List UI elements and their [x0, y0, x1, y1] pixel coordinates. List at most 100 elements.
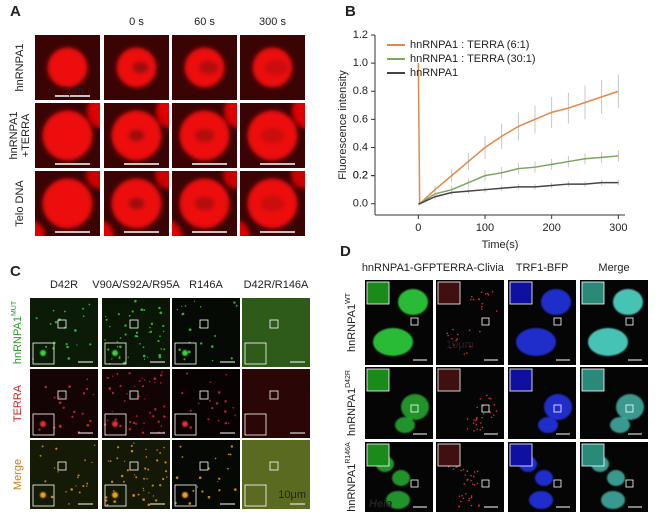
- inset-dot: [182, 492, 188, 498]
- inset: [174, 484, 197, 507]
- speckle: [143, 489, 145, 492]
- nucleus: [616, 394, 644, 420]
- column-header: R146A: [189, 279, 223, 291]
- micrograph: [242, 298, 310, 367]
- speckle: [162, 324, 165, 328]
- speckle: [68, 503, 70, 505]
- speckle: [141, 377, 143, 379]
- speckle: [224, 400, 227, 403]
- speckle: [86, 387, 89, 391]
- speckle: [147, 356, 149, 358]
- micrograph: [30, 440, 98, 509]
- column-header: Merge: [598, 262, 629, 274]
- y-tick-label: 0.6: [353, 113, 368, 125]
- speckle: [104, 315, 107, 318]
- speckle: [63, 310, 66, 313]
- row-label: hnRNPA1MUT: [11, 300, 24, 364]
- column-header: D42R: [50, 279, 78, 291]
- speckle: [157, 420, 160, 423]
- telomere-dot: [472, 422, 475, 424]
- telomere-dot: [476, 482, 479, 485]
- y-tick-label: 0.8: [353, 85, 368, 97]
- telomere-dot: [481, 426, 484, 429]
- nucleus: [386, 491, 410, 509]
- droplet: [247, 103, 305, 161]
- column-header: V90A/S92A/R95A: [92, 279, 180, 291]
- telomere-dot: [470, 479, 472, 482]
- speckle: [183, 358, 186, 361]
- speckle: [128, 372, 131, 375]
- telomere-dot: [455, 466, 457, 469]
- telomere-dot: [463, 483, 466, 485]
- telomere-dot: [475, 424, 478, 426]
- speckle: [158, 353, 162, 357]
- speckle: [135, 415, 138, 418]
- speckle: [189, 409, 192, 412]
- telomere-dot: [468, 497, 471, 500]
- telomere-dot: [493, 414, 495, 417]
- telomere-dot: [473, 419, 475, 421]
- droplet-side: [86, 171, 100, 189]
- speckle: [179, 445, 182, 448]
- speckle: [54, 320, 58, 324]
- speckle: [189, 426, 192, 429]
- speckle: [163, 348, 166, 351]
- roi-box: [410, 479, 419, 488]
- droplet: [35, 171, 100, 236]
- speckle: [58, 318, 61, 321]
- speckle: [217, 391, 221, 394]
- column-header: D42R/R146A: [244, 279, 309, 291]
- speckle: [218, 477, 221, 480]
- x-axis-label: Time(s): [482, 239, 519, 251]
- speckle: [197, 402, 200, 405]
- speckle: [159, 382, 162, 384]
- telomere-dot: [476, 406, 479, 409]
- droplet-side: [224, 103, 237, 129]
- row-label-sup: WT: [345, 292, 352, 304]
- speckle: [104, 339, 106, 341]
- speckle: [124, 333, 127, 336]
- speckle: [55, 447, 58, 450]
- roi-box: [553, 404, 562, 413]
- speckle: [76, 344, 78, 346]
- roi-box: [129, 390, 139, 400]
- telomere-dot: [475, 419, 477, 422]
- speckle: [215, 402, 219, 405]
- telomere-dot: [476, 470, 479, 473]
- speckle: [218, 489, 221, 492]
- speckle: [45, 345, 48, 348]
- inset: [509, 281, 533, 305]
- column-header: TERRA-Clivia: [436, 262, 505, 274]
- speckle: [149, 330, 153, 333]
- speckle: [124, 324, 127, 327]
- telomere-dot: [493, 403, 496, 406]
- inset: [437, 281, 461, 305]
- bleach-spot: [264, 59, 289, 76]
- roi-box: [57, 390, 67, 400]
- speckle: [230, 445, 234, 448]
- speckle: [188, 502, 192, 505]
- speckle: [209, 381, 212, 383]
- speckle: [153, 377, 157, 380]
- telomere-dot: [495, 310, 498, 312]
- telomere-dot: [468, 329, 471, 331]
- row-label-sup: R146A: [345, 442, 352, 464]
- inset: [104, 413, 127, 436]
- speckle: [178, 348, 181, 351]
- telomere-dot: [467, 478, 469, 481]
- column-header: TRF1-BFP: [516, 262, 569, 274]
- speckle: [82, 315, 85, 318]
- telomere-dot: [470, 474, 472, 477]
- speckle: [159, 484, 162, 487]
- speckle: [157, 339, 160, 343]
- speckle: [226, 467, 229, 470]
- speckle: [108, 387, 112, 390]
- speckle: [111, 375, 114, 377]
- inset-dot: [40, 492, 46, 498]
- speckle: [152, 495, 155, 497]
- inset: [581, 443, 605, 467]
- nucleus: [541, 289, 571, 315]
- telomere-dot: [476, 428, 478, 431]
- roi-box: [481, 404, 490, 413]
